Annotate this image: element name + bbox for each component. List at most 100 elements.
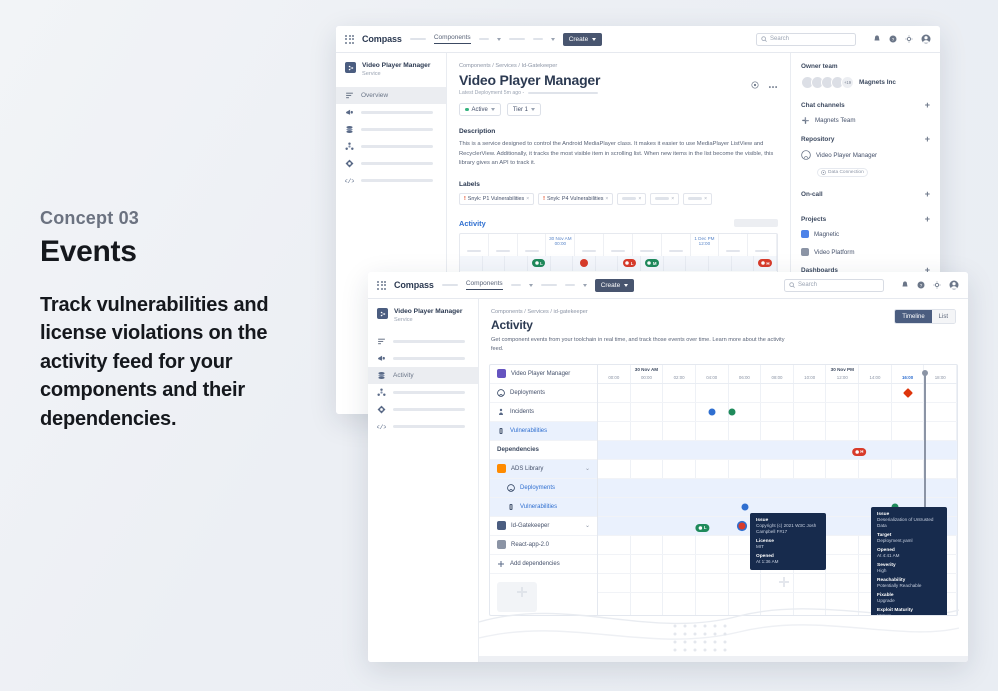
sidebar-item-activity[interactable]: Activity — [368, 367, 478, 385]
avatar[interactable] — [949, 280, 959, 290]
close-icon[interactable]: × — [671, 195, 675, 202]
owner-team-heading: Owner team — [801, 63, 838, 70]
add-dashboard-button[interactable]: + — [924, 265, 930, 275]
label-chip[interactable]: × — [617, 192, 647, 205]
event-marker[interactable]: L — [695, 517, 710, 535]
search-input[interactable]: Search — [784, 278, 884, 292]
activity-placeholder-button[interactable] — [734, 219, 778, 228]
timeline-row-label[interactable]: ADS Library ⌄ — [490, 459, 597, 479]
chevron-down-icon[interactable] — [582, 283, 587, 287]
close-icon[interactable]: × — [704, 195, 708, 202]
sidebar-item-activity[interactable] — [336, 121, 446, 138]
create-button[interactable]: Create — [594, 278, 635, 292]
breadcrumb[interactable]: Components / Services / id-gatekeeper — [491, 309, 588, 315]
search-input[interactable]: Search — [756, 32, 856, 46]
timeline-row-label[interactable]: Deployments — [490, 384, 597, 403]
chevron-down-icon[interactable]: ⌄ — [584, 523, 590, 530]
sidebar-component-header[interactable]: Video Player Manager Service — [336, 62, 446, 87]
help-icon[interactable]: ? — [917, 281, 925, 289]
sidebar-item-scorecards[interactable] — [368, 401, 478, 418]
event-marker-deployment-success[interactable] — [728, 408, 736, 416]
owner-team-avatars[interactable]: +19 Magnets Inc — [801, 76, 930, 89]
status-badge-active[interactable]: Active — [459, 103, 501, 116]
row-label-text: Video Player Manager — [511, 370, 571, 377]
timeline-row-label[interactable]: Add dependencies — [490, 555, 597, 574]
breadcrumb[interactable]: Components / Services / Id-Gatekeeper — [459, 63, 558, 69]
event-marker-license[interactable]: M — [644, 259, 660, 268]
project-item[interactable]: Video Platform — [801, 248, 930, 256]
add-oncall-button[interactable]: + — [924, 189, 930, 199]
sidebar-item-dependencies[interactable] — [336, 138, 446, 155]
create-button[interactable]: Create — [562, 32, 603, 46]
event-marker-vulnerability[interactable]: H — [758, 259, 772, 268]
project-item[interactable]: Magnetic — [801, 230, 930, 238]
timeline-row-label[interactable]: React-app-2.0 — [490, 536, 597, 555]
view-toggle[interactable]: Timeline List — [894, 309, 956, 324]
chevron-down-icon[interactable] — [550, 37, 555, 41]
settings-icon[interactable] — [933, 281, 941, 289]
settings-icon[interactable] — [905, 35, 913, 43]
timeline-row-label[interactable]: Deployments — [490, 478, 597, 498]
timeline-axis-cell: 14:00 — [859, 364, 892, 383]
repository-item[interactable]: Video Player Manager — [801, 150, 930, 160]
sidebar-item-code[interactable]: </> — [336, 172, 446, 189]
event-marker-incident[interactable] — [580, 259, 589, 268]
event-marker[interactable]: H — [852, 441, 866, 459]
timeline-row-label[interactable]: Vulnerabilities — [490, 421, 597, 441]
add-repository-button[interactable]: + — [924, 134, 930, 144]
row-label-text: Vulnerabilities — [510, 427, 548, 434]
tab-timeline[interactable]: Timeline — [895, 310, 932, 323]
timeline-row-label[interactable]: Vulnerabilities — [490, 497, 597, 517]
repository-heading: Repository + — [801, 134, 930, 144]
label-chip[interactable]: × — [683, 192, 713, 205]
event-marker-vulnerability[interactable]: H — [852, 447, 866, 456]
sidebar-item-overview[interactable] — [368, 333, 478, 350]
tier-badge[interactable]: Tier 1 — [506, 103, 541, 116]
timeline-row-label[interactable]: Video Player Manager — [490, 365, 597, 384]
timeline-row-label[interactable]: Incidents — [490, 403, 597, 422]
event-marker-selected[interactable] — [738, 522, 746, 530]
add-chat-channel-button[interactable]: + — [924, 100, 930, 110]
chat-channel-item[interactable]: Magnets Team — [801, 116, 930, 125]
app-switcher-icon[interactable] — [377, 280, 386, 290]
event-marker-license[interactable]: L — [532, 259, 546, 268]
notifications-icon[interactable] — [901, 281, 909, 289]
label-chip[interactable]: × — [650, 192, 680, 205]
nav-tab-components[interactable]: Components — [465, 280, 503, 290]
brand-name[interactable]: Compass — [394, 280, 434, 290]
watch-icon[interactable] — [751, 76, 759, 94]
timeline-event-cell — [505, 255, 528, 271]
more-actions-icon[interactable] — [768, 76, 778, 94]
sidebar-item-announcements[interactable] — [336, 104, 446, 121]
add-project-button[interactable]: + — [924, 214, 930, 224]
chevron-down-icon[interactable]: ⌄ — [584, 466, 590, 473]
event-marker-deployment[interactable] — [708, 408, 716, 416]
sidebar-item-dependencies[interactable] — [368, 384, 478, 401]
nav-tab-components[interactable]: Components — [433, 34, 471, 44]
sidebar-component-header[interactable]: Video Player Manager Service — [368, 308, 478, 333]
close-icon[interactable]: × — [605, 195, 609, 202]
close-icon[interactable]: × — [638, 195, 642, 202]
sidebar-item-announcements[interactable] — [368, 350, 478, 367]
sidebar-item-overview[interactable]: Overview — [336, 87, 446, 105]
avatar[interactable] — [921, 34, 931, 44]
activity-section-heading[interactable]: Activity — [459, 219, 778, 228]
timeline-row-label[interactable]: Id-Gatekeeper ⌄ — [490, 517, 597, 536]
app-switcher-icon[interactable] — [345, 34, 354, 44]
event-marker-deployment[interactable] — [741, 503, 749, 511]
chevron-down-icon[interactable] — [496, 37, 501, 41]
sidebar-item-code[interactable]: </> — [368, 418, 478, 435]
event-marker-vulnerability[interactable]: L — [622, 259, 636, 268]
label-chip[interactable]: ! Snyk: P1 Vulnerabilities × — [459, 192, 535, 205]
tab-list[interactable]: List — [931, 310, 955, 323]
timeline-axis-tick-label: 00:00 — [608, 375, 620, 381]
close-icon[interactable]: × — [526, 195, 530, 202]
help-icon[interactable]: ? — [889, 35, 897, 43]
chevron-down-icon[interactable] — [528, 283, 533, 287]
notifications-icon[interactable] — [873, 35, 881, 43]
brand-name[interactable]: Compass — [362, 34, 402, 44]
event-marker-license[interactable]: L — [695, 523, 710, 532]
sidebar-item-scorecards[interactable] — [336, 155, 446, 172]
timeline-playhead[interactable] — [921, 369, 930, 615]
label-chip[interactable]: ! Snyk: P4 Vulnerabilities × — [538, 192, 614, 205]
